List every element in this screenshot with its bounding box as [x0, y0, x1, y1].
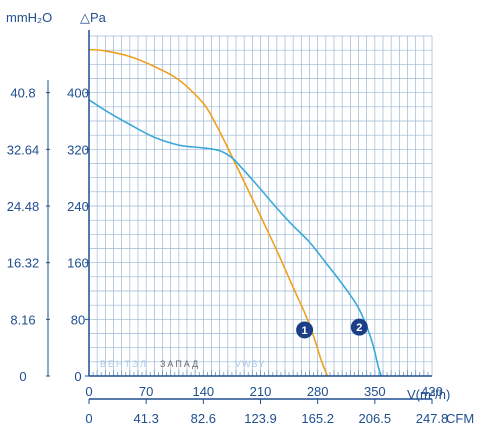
x-tick-label-cfm: 0	[85, 411, 92, 426]
watermark-text-1: ВЕНТЭЛ	[100, 359, 148, 369]
y-tick-label: 80	[71, 312, 85, 327]
axes	[46, 30, 433, 404]
x-tick-label-cfm: 123.9	[244, 411, 277, 426]
series-2-line	[88, 99, 383, 377]
y-tick-label: 320	[67, 142, 89, 157]
x-tick-label: 280	[307, 384, 329, 399]
x-tick-label: 0	[85, 384, 92, 399]
left-unit-label: mmH₂O	[6, 10, 52, 25]
y-tick-label-mmh2o: 24.48	[7, 199, 40, 214]
watermark-text-3: . VWBY	[228, 359, 266, 369]
x-tick-label-cfm: 165.2	[301, 411, 334, 426]
x-tick-label: 350	[364, 384, 386, 399]
x-tick-label-cfm: 206.5	[359, 411, 392, 426]
y-tick-label-mmh2o: 40.8	[10, 86, 35, 101]
x-tick-label-cfm: 82.6	[191, 411, 216, 426]
grid	[89, 35, 433, 376]
watermark: ВЕНТЭЛ ЗАПАД . VWBY	[100, 359, 266, 369]
right-unit-label: △Pa	[80, 10, 107, 25]
x-tick-label: 140	[192, 384, 214, 399]
x-axis-label-secondary: CFM	[446, 411, 474, 426]
watermark-text-2: ЗАПАД	[160, 359, 200, 369]
x-axis-label: V(m³/h)	[407, 387, 450, 402]
y-tick-label-mmh2o: 8.16	[10, 312, 35, 327]
labels: mmH₂O △Pa V(m³/h) CFM 00808.1616016.3224…	[6, 10, 474, 426]
y-tick-label-mmh2o: 0	[19, 369, 26, 384]
curves	[88, 48, 383, 377]
series-badge-2	[350, 318, 368, 336]
y-tick-label: 0	[74, 369, 81, 384]
x-tick-label: 70	[139, 384, 153, 399]
series-badge-label: 2	[356, 322, 362, 334]
y-tick-label-mmh2o: 32.64	[7, 142, 40, 157]
series-badge-label: 1	[302, 325, 308, 337]
x-tick-label-cfm: 247.8	[416, 411, 449, 426]
y-tick-label: 400	[67, 86, 89, 101]
y-tick-label-mmh2o: 16.32	[7, 256, 40, 271]
series-badge-1	[296, 321, 314, 339]
x-tick-label-cfm: 41.3	[134, 411, 159, 426]
series-1-line	[88, 48, 329, 377]
x-tick-label: 420	[421, 384, 443, 399]
x-tick-label: 210	[250, 384, 272, 399]
y-tick-label: 160	[67, 256, 89, 271]
y-tick-label: 240	[67, 199, 89, 214]
